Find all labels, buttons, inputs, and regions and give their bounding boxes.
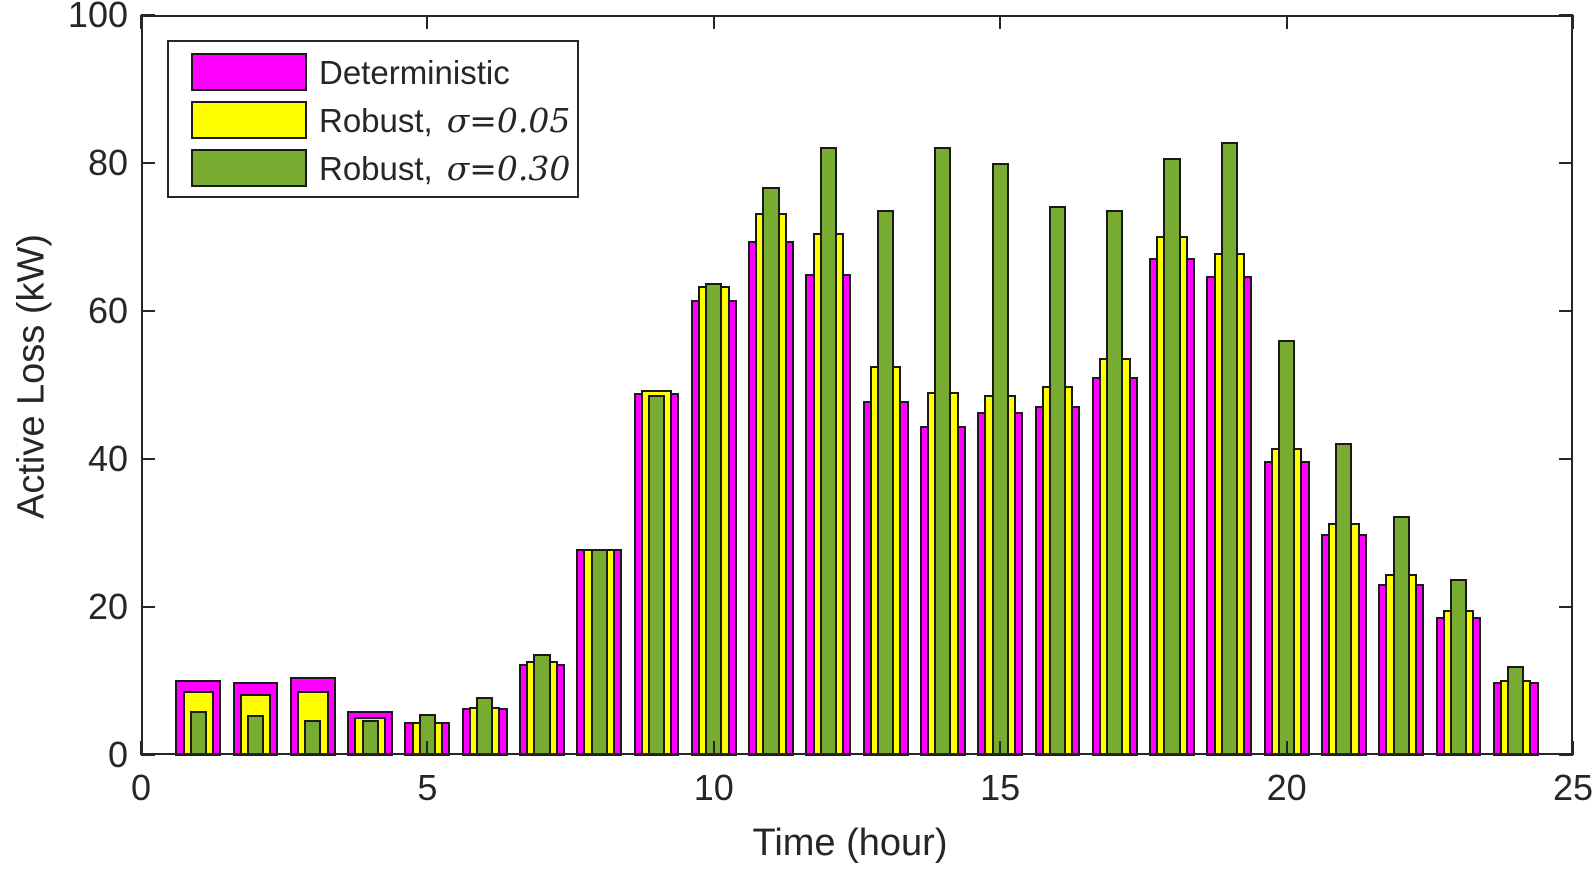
y-tick-mark (141, 310, 155, 312)
y-tick-label: 0 (107, 734, 128, 775)
x-tick-label: 5 (417, 767, 438, 808)
legend-item-deterministic: Deterministic (191, 52, 524, 92)
x-tick-mark (426, 15, 429, 29)
x-tick-mark (1572, 15, 1574, 29)
legend-label: Robust, σ=0.05 (319, 100, 571, 140)
y-tick-label: 80 (87, 142, 128, 183)
y-tick-mark (1559, 458, 1573, 460)
x-axis-label: Time (hour) (752, 822, 948, 864)
x-tick-mark (712, 15, 715, 29)
x-tick-label: 0 (130, 767, 152, 808)
y-tick-label: 40 (87, 438, 128, 479)
y-tick-mark (141, 458, 155, 460)
y-tick-mark (1559, 754, 1573, 756)
y-tick-label: 100 (67, 0, 128, 35)
y-tick-mark (1559, 310, 1573, 312)
x-tick-mark (712, 741, 715, 755)
legend-item-robust-005: Robust, σ=0.05 (191, 100, 570, 140)
y-tick-mark (141, 606, 155, 608)
legend-label: Robust, σ=0.30 (319, 148, 571, 188)
y-tick-mark (1559, 606, 1573, 608)
y-axis-label: Active Loss (kW) (10, 233, 53, 520)
bar-robust-030 (991, 163, 1009, 756)
legend-swatch-green (191, 149, 307, 187)
y-tick-label: 60 (87, 290, 128, 331)
x-tick-mark (999, 741, 1002, 755)
legend: Deterministic Robust, σ=0.05 Robust, σ=0.3… (167, 40, 579, 198)
legend-swatch-yellow (191, 101, 307, 139)
y-tick-mark (141, 162, 155, 164)
y-tick-label: 20 (87, 586, 128, 627)
x-tick-label: 10 (693, 767, 734, 808)
x-tick-mark (426, 741, 429, 755)
y-tick-mark (141, 754, 155, 756)
x-tick-label: 20 (1266, 767, 1307, 808)
x-tick-label: 15 (980, 767, 1021, 808)
y-tick-mark (1559, 162, 1573, 164)
x-tick-label: 25 (1552, 767, 1594, 808)
plot-area (141, 15, 1573, 755)
x-tick-mark (1285, 15, 1288, 29)
legend-swatch-magenta (191, 53, 307, 91)
x-tick-mark (1572, 741, 1574, 755)
legend-item-robust-030: Robust, σ=0.30 (191, 148, 570, 188)
x-tick-mark (999, 15, 1002, 29)
x-tick-mark (1285, 741, 1288, 755)
legend-label: Deterministic (319, 53, 510, 91)
